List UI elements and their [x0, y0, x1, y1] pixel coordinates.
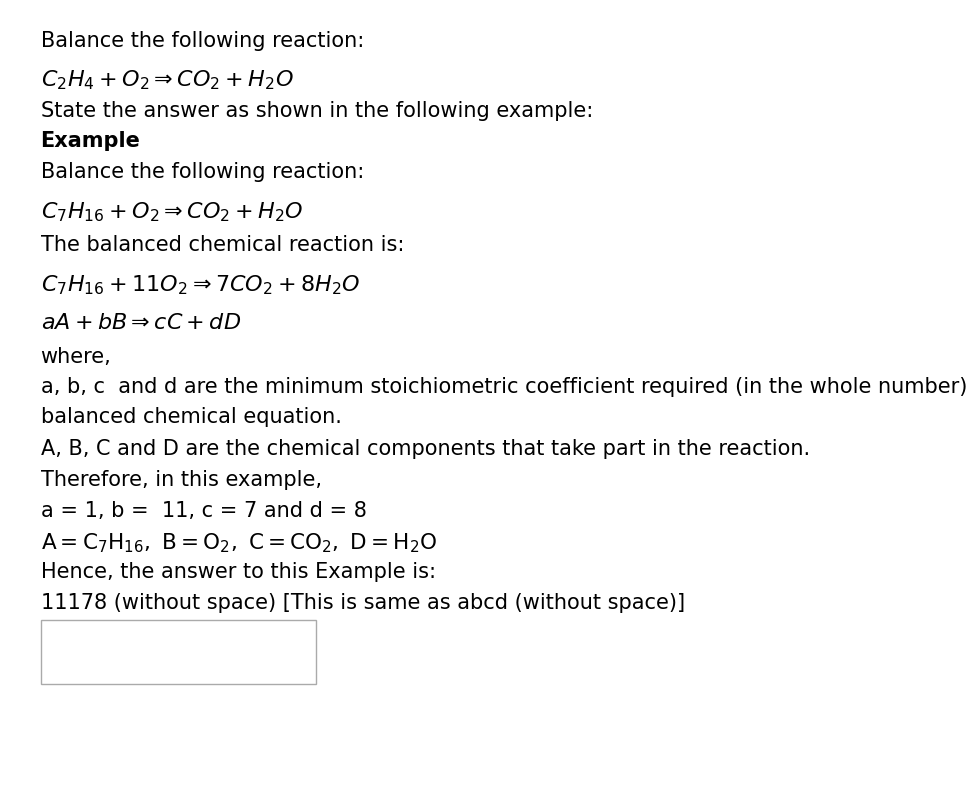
Text: Hence, the answer to this Example is:: Hence, the answer to this Example is: — [41, 562, 435, 582]
Text: Balance the following reaction:: Balance the following reaction: — [41, 31, 364, 51]
Text: $aA + bB \Rightarrow cC + dD$: $aA + bB \Rightarrow cC + dD$ — [41, 313, 241, 333]
Text: where,: where, — [41, 347, 111, 367]
Text: a = 1, b =  11, c = 7 and d = 8: a = 1, b = 11, c = 7 and d = 8 — [41, 501, 366, 521]
Text: Therefore, in this example,: Therefore, in this example, — [41, 470, 322, 490]
Text: A, B, C and D are the chemical components that take part in the reaction.: A, B, C and D are the chemical component… — [41, 439, 809, 459]
Text: 11178 (without space) [This is same as abcd (without space)]: 11178 (without space) [This is same as a… — [41, 593, 685, 613]
Text: balanced chemical equation.: balanced chemical equation. — [41, 407, 341, 428]
Text: State the answer as shown in the following example:: State the answer as shown in the followi… — [41, 101, 593, 122]
Text: $C_7H_{16} + O_2 \Rightarrow CO_2 + H_2O$: $C_7H_{16} + O_2 \Rightarrow CO_2 + H_2O… — [41, 201, 304, 224]
Text: The balanced chemical reaction is:: The balanced chemical reaction is: — [41, 235, 404, 255]
Text: a, b, c  and d are the minimum stoichiometric coefficient required (in the whole: a, b, c and d are the minimum stoichiome… — [41, 377, 967, 398]
Text: $\mathrm{A = C_7H_{16},\ B = O_2,\ C = CO_2,\ D = H_2O}$: $\mathrm{A = C_7H_{16},\ B = O_2,\ C = C… — [41, 531, 437, 555]
Text: $C_7H_{16} + 11O_2 \Rightarrow 7CO_2 + 8H_2O$: $C_7H_{16} + 11O_2 \Rightarrow 7CO_2 + 8… — [41, 274, 360, 297]
Text: $C_2H_4 + O_2 \Rightarrow CO_2 + H_2O$: $C_2H_4 + O_2 \Rightarrow CO_2 + H_2O$ — [41, 68, 293, 92]
Text: Example: Example — [41, 131, 140, 151]
Text: Balance the following reaction:: Balance the following reaction: — [41, 162, 364, 182]
